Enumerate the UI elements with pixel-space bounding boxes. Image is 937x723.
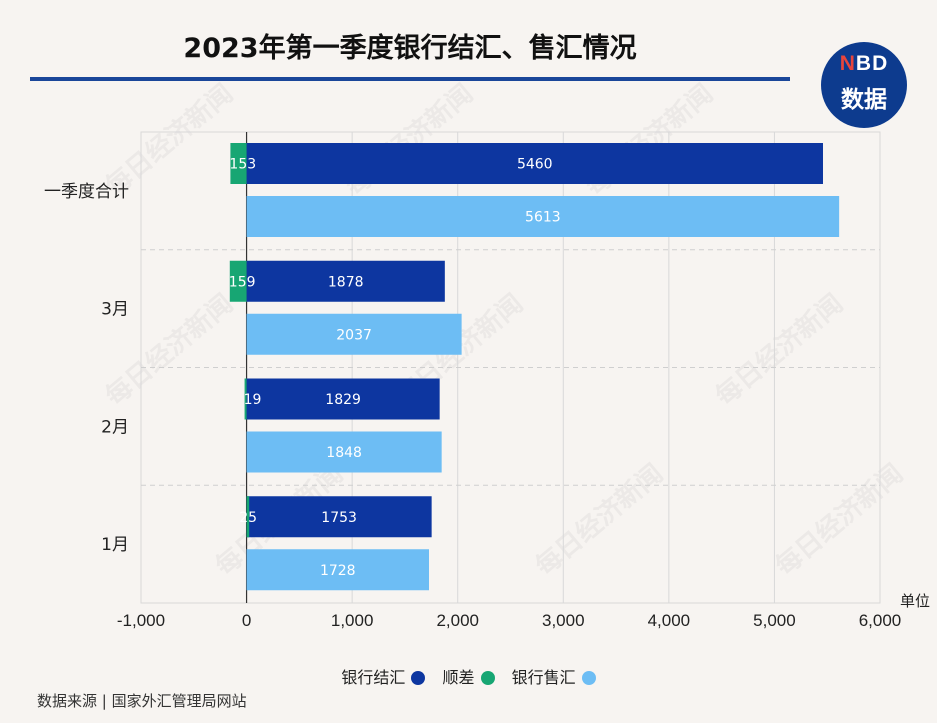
data-label-jiehui: 1753: [321, 510, 357, 526]
x-tick-label: -1,000: [117, 611, 165, 630]
data-label-jiehui: 1878: [328, 274, 364, 290]
data-label-shouhui: 2037: [336, 327, 372, 343]
data-label-shouhui: 1848: [326, 445, 362, 461]
data-label-shouhui: 1728: [320, 563, 356, 579]
logo-bottom-text: 数据: [841, 87, 887, 113]
bar-shouhui: [246, 431, 442, 473]
bar-shunchai: [230, 143, 247, 184]
x-tick-label: 2,000: [436, 611, 479, 630]
data-label-shunchai: 19: [244, 392, 262, 408]
y-category-label: 1月: [101, 535, 129, 555]
x-tick-label: 0: [242, 611, 251, 630]
bar-shunchai: [229, 260, 247, 302]
x-tick-label: 1,000: [331, 611, 374, 630]
legend-label-shunchai: 顺差: [442, 668, 475, 687]
legend-dot-shunchai: [480, 671, 495, 685]
chart-legend: 银行结汇 顺差 银行售汇: [0, 664, 937, 688]
data-label-shunchai: 153: [229, 157, 256, 173]
nbd-logo: NBD 数据: [821, 42, 907, 128]
bar-jiehui: [246, 378, 440, 420]
logo-top-rest: BD: [855, 52, 889, 75]
bar-shunchai: [244, 378, 247, 420]
bar-jiehui: [246, 143, 823, 184]
y-category-label: 3月: [101, 300, 129, 320]
x-tick-label: 4,000: [648, 611, 691, 630]
legend-dot-jiehui: [411, 671, 426, 685]
legend-item-jiehui: 银行结汇: [341, 664, 426, 688]
x-axis-unit-label: 单位: [900, 592, 930, 610]
chart-title: 2023年第一季度银行结汇、售汇情况: [183, 33, 637, 64]
data-label-jiehui: 5460: [517, 157, 553, 173]
x-tick-label: 3,000: [542, 611, 585, 630]
logo-top-text: NBD: [839, 52, 889, 75]
bar-shouhui: [246, 196, 840, 237]
bar-shouhui: [246, 313, 462, 355]
y-category-label: 一季度合计: [44, 182, 129, 202]
y-category-label: 2月: [101, 417, 129, 437]
legend-item-shunchai: 顺差: [442, 664, 495, 688]
data-label-shunchai: 159: [229, 274, 256, 290]
bar-shunchai: [246, 496, 250, 538]
legend-label-shouhui: 银行售汇: [511, 668, 576, 687]
data-label-shouhui: 5613: [525, 210, 561, 226]
data-source: 数据来源 | 国家外汇管理局网站: [37, 692, 247, 710]
bar-jiehui: [246, 260, 445, 302]
legend-item-shouhui: 银行售汇: [512, 664, 596, 688]
legend-dot-shouhui: [581, 671, 596, 685]
bar-shouhui: [246, 549, 429, 591]
x-tick-label: 5,000: [753, 611, 796, 630]
title-underline: [30, 77, 790, 81]
legend-label-jiehui: 银行结汇: [341, 668, 406, 687]
data-label-shunchai: 25: [239, 510, 257, 526]
x-tick-label: 6,000: [859, 611, 902, 630]
data-label-jiehui: 1829: [325, 392, 361, 408]
bar-jiehui: [246, 496, 432, 538]
